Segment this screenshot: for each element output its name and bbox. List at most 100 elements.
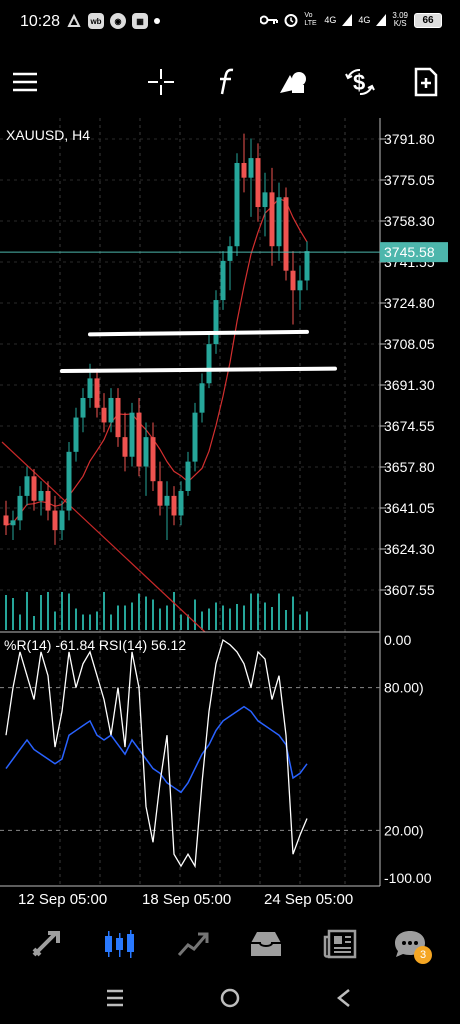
candle — [157, 461, 163, 516]
svg-text:$: $ — [353, 70, 365, 95]
trade-button[interactable]: $ — [340, 62, 380, 102]
recents-icon — [107, 989, 123, 1007]
candle-body — [290, 270, 296, 291]
indicator-tick-label: 20.00) — [384, 822, 424, 838]
candle-body — [115, 397, 121, 438]
candle-body — [87, 378, 93, 398]
candle — [94, 368, 100, 418]
candle — [101, 393, 107, 433]
nav-chat[interactable]: 3 — [388, 922, 432, 966]
nav-chart[interactable] — [98, 922, 142, 966]
battery-icon: 66 — [414, 12, 442, 28]
candle — [129, 402, 135, 467]
nav-trade[interactable] — [171, 922, 215, 966]
status-bar: 10:28 wb ◉ ▦ Vo LTE 4G 4G 3.09 K/S 66 — [0, 0, 460, 44]
horizontal-line[interactable] — [88, 329, 309, 337]
trade-dollar-icon: $ — [345, 69, 375, 95]
current-price-label: 3745.58 — [384, 244, 435, 260]
candle — [213, 290, 219, 354]
candle — [297, 265, 303, 310]
volume-bar — [33, 616, 35, 630]
crosshair-icon — [148, 69, 174, 95]
net-rate-value: 3.09 — [392, 11, 408, 20]
system-navigation — [0, 972, 460, 1024]
indicator-tick-label: -100.00 — [384, 870, 432, 886]
candle — [255, 143, 261, 222]
home-button[interactable] — [214, 984, 246, 1012]
wpr-line — [5, 638, 308, 869]
grid — [0, 118, 381, 887]
candle-body — [31, 476, 37, 501]
volume-bar — [215, 602, 217, 630]
candle — [206, 334, 212, 389]
app-icon: ◉ — [110, 13, 126, 29]
time-tick-label: 24 Sep 05:00 — [264, 891, 353, 908]
recents-button[interactable] — [99, 984, 131, 1012]
chat-badge: 3 — [414, 946, 432, 964]
volume-bar — [5, 595, 7, 630]
volume-bar — [138, 593, 140, 630]
signal-2-icon — [376, 14, 387, 26]
net-rate-unit: K/S — [393, 19, 407, 28]
volume-bar — [61, 592, 63, 630]
objects-icon — [280, 72, 306, 93]
crosshair-button[interactable] — [141, 62, 181, 102]
price-tick-label: 3791.80 — [384, 131, 435, 147]
price-tick-label: 3775.05 — [384, 172, 435, 188]
candle-body — [143, 437, 149, 467]
candle-body — [10, 520, 16, 526]
candle-body — [304, 251, 310, 281]
candle-body — [66, 451, 72, 511]
volume-bar — [110, 614, 112, 630]
volume-bars — [5, 592, 308, 630]
volume-bar — [292, 596, 294, 630]
alarm-icon — [284, 14, 298, 27]
volume-bar — [222, 605, 224, 630]
candle-body — [241, 162, 247, 178]
candle — [108, 388, 114, 433]
indicators-button[interactable] — [207, 62, 247, 102]
candle-body — [227, 246, 233, 261]
signal-1-icon — [342, 14, 353, 26]
volume-bar — [124, 605, 126, 630]
candle-body — [171, 495, 177, 516]
chart-svg[interactable]: XAUUSD, H4 3791.803775.053758.303741.553… — [0, 118, 460, 918]
wb-icon: wb — [88, 13, 104, 29]
candle — [269, 167, 275, 266]
nav-news[interactable] — [318, 922, 362, 966]
chart-area[interactable]: XAUUSD, H4 3791.803775.053758.303741.553… — [0, 118, 460, 918]
candle — [115, 388, 121, 447]
volume-bar — [299, 614, 301, 630]
candle-body — [59, 510, 65, 531]
back-button[interactable] — [328, 984, 360, 1012]
candle — [262, 172, 268, 237]
quotes-icon — [32, 931, 60, 957]
volume-bar — [152, 599, 154, 630]
candle — [199, 373, 205, 423]
candle-body — [3, 515, 9, 526]
nav-history[interactable] — [244, 922, 288, 966]
volume-bar — [75, 608, 77, 630]
trend-line[interactable] — [1, 441, 206, 633]
menu-button[interactable] — [5, 62, 45, 102]
price-tick-label: 3758.30 — [384, 213, 435, 229]
candles — [3, 133, 310, 545]
horizontal-lines — [60, 329, 337, 374]
candle — [31, 468, 37, 511]
volume-bar — [243, 605, 245, 630]
candle-body — [129, 412, 135, 457]
volume-bar — [54, 611, 56, 630]
candle-body — [283, 197, 289, 271]
indicator-label: %R(14) -61.84 RSI(14) 56.12 — [4, 637, 186, 653]
price-tick-label: 3724.80 — [384, 295, 435, 311]
candle — [290, 251, 296, 325]
price-tick-label: 3674.55 — [384, 418, 435, 434]
menu-icon — [13, 72, 37, 92]
price-tick-label: 3691.30 — [384, 377, 435, 393]
nav-quotes[interactable] — [25, 922, 69, 966]
candle — [248, 138, 254, 217]
horizontal-line[interactable] — [60, 366, 337, 374]
new-order-button[interactable] — [406, 62, 446, 102]
signal-1-label: 4G — [324, 15, 337, 25]
objects-button[interactable] — [273, 62, 313, 102]
